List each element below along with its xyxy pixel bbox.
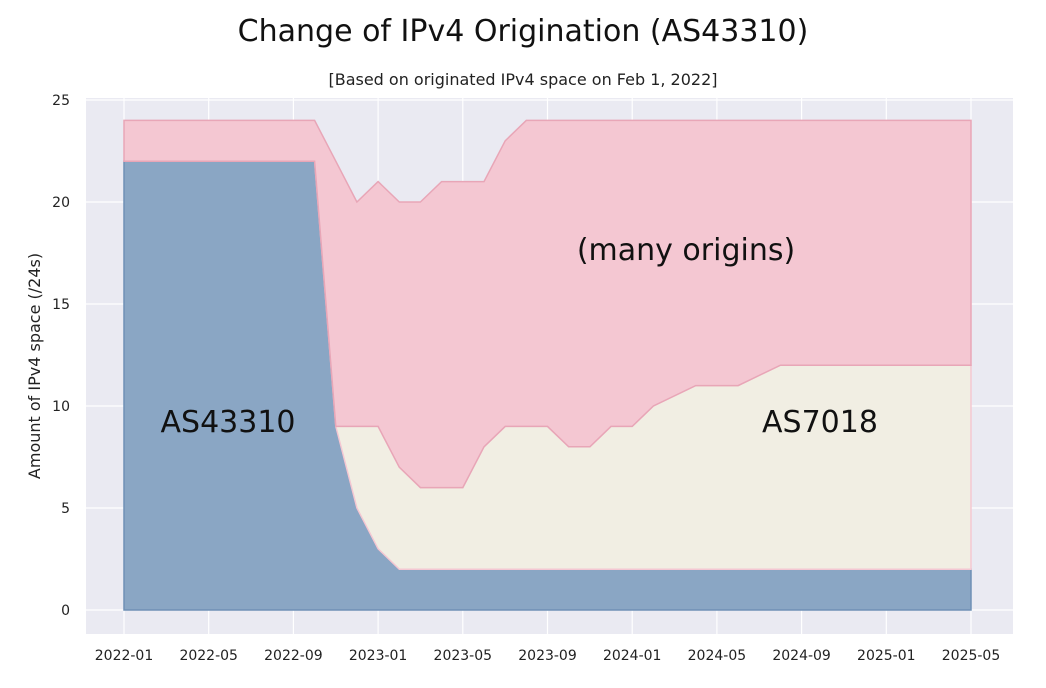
x-tick-label: 2024-05 (688, 648, 747, 664)
x-tick-label: 2025-01 (857, 648, 916, 664)
annotation-as7018: AS7018 (762, 405, 878, 440)
annotation-many-origins: (many origins) (577, 233, 795, 268)
y-tick-label: 5 (61, 501, 70, 517)
area-series-many-origins (123, 119, 972, 489)
x-tick-label: 2022-01 (95, 648, 154, 664)
x-tick-label: 2023-01 (349, 648, 408, 664)
x-tick-label: 2023-05 (434, 648, 493, 664)
stacked-areas (123, 119, 972, 611)
y-tick-label: 10 (52, 399, 70, 415)
x-tick-label: 2024-09 (772, 648, 831, 664)
y-tick-label: 0 (61, 603, 70, 619)
x-tick-label: 2024-01 (603, 648, 662, 664)
x-axis: 2022-01 2022-05 2022-09 2023-01 2023-05 2023-… (95, 648, 1001, 664)
y-axis: 0 5 10 15 20 25 (52, 93, 70, 619)
x-tick-label: 2025-05 (942, 648, 1001, 664)
annotation-as43310: AS43310 (161, 405, 296, 440)
x-tick-label: 2022-05 (179, 648, 238, 664)
y-tick-label: 15 (52, 297, 70, 313)
x-tick-label: 2022-09 (264, 648, 323, 664)
chart-title: Change of IPv4 Origination (AS43310) (237, 14, 809, 49)
y-tick-label: 20 (52, 195, 70, 211)
x-tick-label: 2023-09 (518, 648, 577, 664)
chart-subtitle: [Based on originated IPv4 space on Feb 1… (328, 70, 718, 89)
y-tick-label: 25 (52, 93, 70, 109)
y-axis-label: Amount of IPv4 space (/24s) (25, 253, 44, 479)
